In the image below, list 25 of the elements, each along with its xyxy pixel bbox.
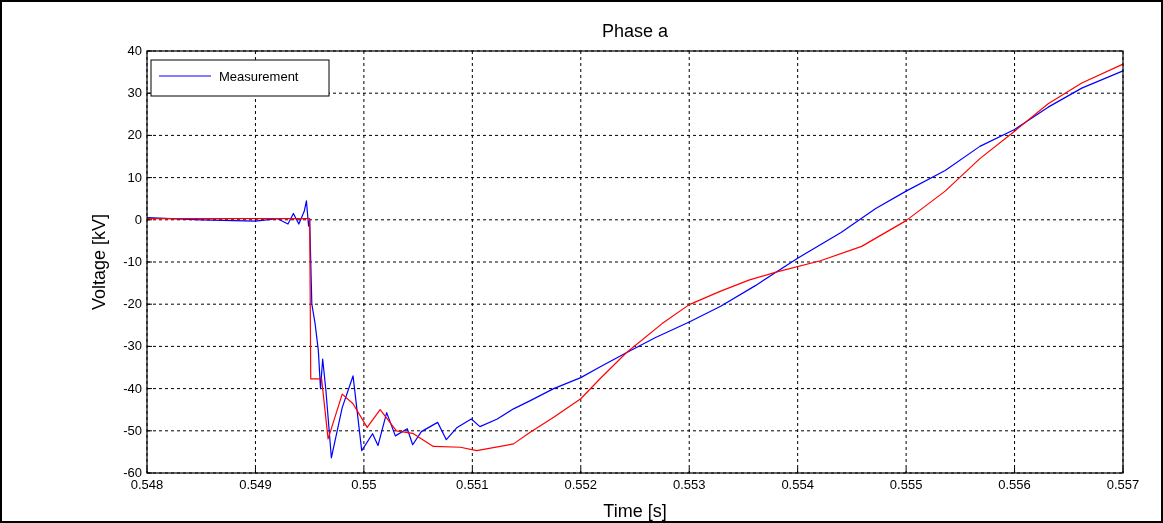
y-tick-label: 0 <box>134 211 142 227</box>
x-tick-label: 0.548 <box>130 477 164 492</box>
x-tick-label: 0.551 <box>456 477 489 492</box>
y-axis-title: Voltage [kV] <box>89 213 109 311</box>
chart-title: Phase a <box>601 21 670 41</box>
y-tick-label: -10 <box>123 254 142 269</box>
x-axis-title: Time [s] <box>603 501 667 521</box>
y-tick-label: -20 <box>123 296 142 312</box>
y-tick-label: -40 <box>123 380 142 396</box>
y-tick-label: 10 <box>127 169 142 185</box>
x-tick-label: 0.556 <box>998 477 1031 492</box>
x-tick-label: 0.553 <box>672 477 706 492</box>
y-tick-label: 30 <box>127 85 142 101</box>
y-tick-label: -50 <box>123 422 142 438</box>
x-tick-label: 0.554 <box>781 477 814 492</box>
legend-label: Measurement <box>219 69 299 84</box>
x-tick-label: 0.549 <box>239 477 272 492</box>
y-tick-label: 20 <box>127 127 142 143</box>
x-tick-label: 0.552 <box>564 477 598 492</box>
y-tick-label: 40 <box>127 43 142 58</box>
y-tick-label: -30 <box>123 338 142 354</box>
y-tick-label: -60 <box>123 465 142 480</box>
x-tick-label: 0.55 <box>351 477 377 492</box>
x-tick-label: 0.555 <box>889 477 923 492</box>
x-tick-label: 0.557 <box>1106 477 1140 492</box>
